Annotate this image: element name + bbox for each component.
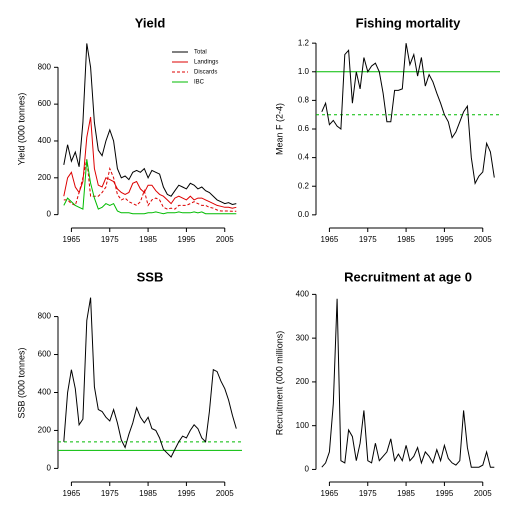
y-axis-label: Recruitment (000 millions) bbox=[274, 331, 284, 436]
y-tick-label: 400 bbox=[296, 289, 310, 298]
y-tick-label: 1.0 bbox=[298, 67, 310, 76]
y-tick-label: 800 bbox=[38, 312, 52, 321]
y-tick-label: 100 bbox=[296, 421, 310, 430]
y-tick-label: 0.6 bbox=[298, 124, 310, 133]
x-tick-label: 1975 bbox=[359, 489, 377, 498]
legend-label: Discards bbox=[194, 70, 217, 76]
x-tick-label: 1995 bbox=[436, 235, 454, 244]
x-tick-label: 1975 bbox=[101, 235, 119, 244]
data-line bbox=[63, 159, 237, 212]
chart-title: Fishing mortality bbox=[356, 15, 462, 30]
x-tick-label: 1975 bbox=[101, 489, 119, 498]
data-line bbox=[321, 298, 495, 468]
y-tick-label: 200 bbox=[38, 173, 52, 182]
y-tick-label: 0.2 bbox=[298, 181, 310, 190]
y-tick-label: 600 bbox=[38, 99, 52, 108]
legend-label: IBC bbox=[194, 80, 205, 86]
y-tick-label: 400 bbox=[38, 388, 52, 397]
y-tick-label: 200 bbox=[38, 426, 52, 435]
legend-label: Total bbox=[194, 50, 207, 56]
panel: Yield Yield (000 tonnes) 0 200 400 600 800 1965… bbox=[16, 15, 237, 244]
legend-label: Landings bbox=[194, 60, 218, 66]
y-tick-label: 0.8 bbox=[298, 95, 310, 104]
y-tick-label: 800 bbox=[38, 62, 52, 71]
y-tick-label: 0 bbox=[47, 464, 52, 473]
y-axis-label: SSB (000 tonnes) bbox=[16, 347, 26, 418]
x-tick-label: 2005 bbox=[216, 235, 234, 244]
data-line bbox=[63, 116, 237, 209]
data-line bbox=[321, 43, 495, 185]
x-tick-label: 1995 bbox=[178, 489, 196, 498]
data-line bbox=[63, 43, 237, 206]
panel: Fishing mortality Mean F (2-4) 0.0 0.2 0.4 0.… bbox=[274, 15, 500, 244]
x-tick-label: 2005 bbox=[216, 489, 234, 498]
x-tick-label: 1985 bbox=[397, 235, 415, 244]
y-tick-label: 1.2 bbox=[298, 38, 310, 47]
x-tick-label: 1965 bbox=[321, 235, 339, 244]
x-tick-label: 1995 bbox=[178, 235, 196, 244]
x-tick-label: 2005 bbox=[474, 489, 492, 498]
chart-title: Yield bbox=[135, 15, 166, 30]
x-tick-label: 1985 bbox=[139, 235, 157, 244]
y-axis-label: Mean F (2-4) bbox=[274, 103, 284, 155]
x-tick-label: 1985 bbox=[139, 489, 157, 498]
panel: Recruitment at age 0 Recruitment (000 mil… bbox=[274, 269, 495, 498]
y-tick-label: 400 bbox=[38, 136, 52, 145]
y-tick-label: 200 bbox=[296, 377, 310, 386]
data-line bbox=[63, 297, 237, 458]
y-tick-label: 0.4 bbox=[298, 153, 310, 162]
x-tick-label: 1975 bbox=[359, 235, 377, 244]
x-tick-label: 1965 bbox=[321, 489, 339, 498]
y-axis-label: Yield (000 tonnes) bbox=[16, 93, 26, 166]
y-tick-label: 0.0 bbox=[298, 210, 310, 219]
x-tick-label: 1965 bbox=[63, 235, 81, 244]
x-tick-label: 2005 bbox=[474, 235, 492, 244]
data-line bbox=[63, 159, 237, 215]
chart-title: SSB bbox=[137, 269, 164, 284]
x-tick-label: 1965 bbox=[63, 489, 81, 498]
y-tick-label: 0 bbox=[47, 210, 52, 219]
y-tick-label: 300 bbox=[296, 333, 310, 342]
x-tick-label: 1995 bbox=[436, 489, 454, 498]
chart-title: Recruitment at age 0 bbox=[344, 269, 472, 284]
x-tick-label: 1985 bbox=[397, 489, 415, 498]
panel: SSB SSB (000 tonnes) 0 200 400 600 800 1965 1975… bbox=[16, 269, 242, 498]
y-tick-label: 600 bbox=[38, 350, 52, 359]
y-tick-label: 0 bbox=[305, 465, 310, 474]
